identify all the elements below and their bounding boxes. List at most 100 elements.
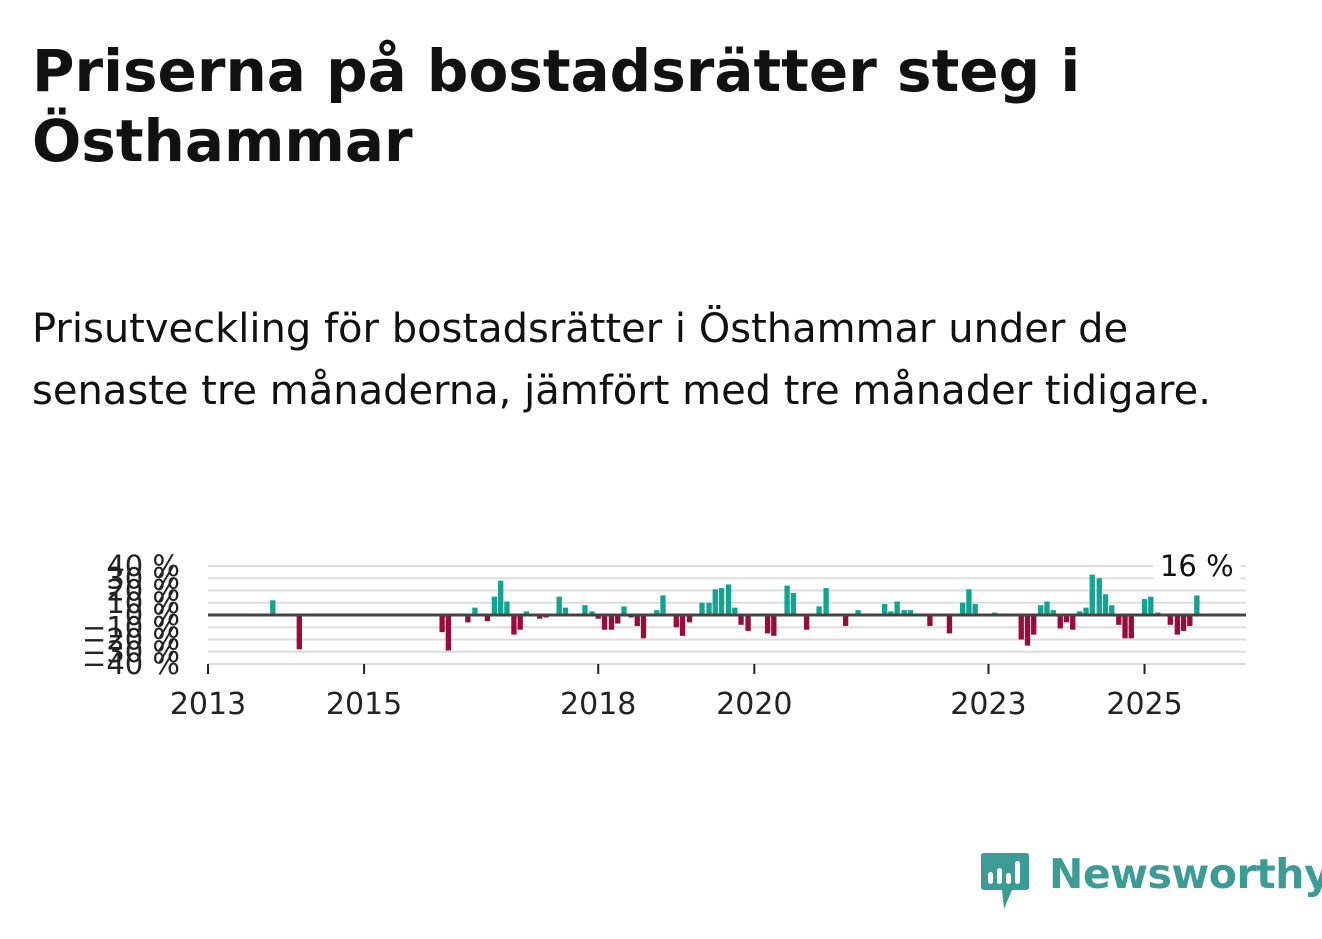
bar (615, 615, 621, 624)
y-tick-label: 30 % (106, 561, 180, 595)
bar (589, 611, 595, 615)
bar (640, 615, 647, 639)
bar (634, 615, 640, 627)
bar (654, 610, 660, 615)
bar (1063, 615, 1070, 623)
bar (1187, 615, 1193, 627)
bar (1096, 578, 1102, 615)
bar (894, 601, 900, 615)
bar (1083, 607, 1089, 615)
bar (823, 588, 829, 615)
bar (881, 603, 888, 615)
bar (686, 615, 693, 623)
bar (1167, 615, 1173, 625)
x-tick-label: 2025 (1106, 687, 1182, 722)
bar (790, 592, 797, 615)
bar (946, 615, 953, 634)
bar (907, 610, 914, 615)
bar (816, 606, 822, 615)
bar (621, 606, 627, 615)
bar (927, 615, 933, 627)
bar (484, 615, 491, 622)
bar (582, 605, 588, 615)
newsworthy-logo-icon (981, 853, 1029, 909)
bar (1148, 596, 1154, 615)
y-tick-label: −40 % (82, 647, 180, 681)
bar (718, 588, 725, 615)
x-tick-label: 2013 (170, 687, 246, 722)
bar (855, 610, 861, 615)
bar (1018, 615, 1024, 640)
bar (445, 615, 452, 651)
last-value-label: 16 % (1160, 549, 1234, 583)
bar (472, 607, 478, 615)
chart-subtitle: Prisutveckling för bostadsrätter i Östha… (32, 306, 1211, 414)
bar (803, 615, 810, 630)
bar (745, 615, 751, 631)
y-tick-label: 40 % (106, 549, 180, 583)
bar (523, 611, 530, 615)
y-tick-label: −10 % (82, 610, 180, 644)
bar (1077, 611, 1083, 615)
bar (1128, 615, 1134, 639)
bar (537, 615, 543, 619)
bar (972, 603, 978, 615)
newsworthy-logo: Newsworthy (981, 851, 1322, 911)
bar (491, 596, 498, 615)
bar (1194, 595, 1200, 615)
bar (1174, 615, 1180, 635)
bar (732, 607, 738, 615)
bar (1070, 615, 1076, 630)
bar (1180, 615, 1187, 631)
bar (712, 589, 718, 615)
y-tick-label: −20 % (82, 623, 180, 657)
bar (504, 601, 510, 615)
bar (1057, 615, 1063, 629)
x-tick-label: 2023 (950, 687, 1026, 722)
bar (660, 595, 666, 615)
bar (673, 615, 679, 628)
y-tick-label: 0 % (125, 598, 180, 632)
bar (1141, 599, 1148, 615)
bar (1109, 605, 1115, 615)
bar (439, 615, 445, 633)
bar (498, 580, 504, 615)
bar (608, 615, 615, 630)
bar (966, 589, 972, 615)
bar (842, 615, 849, 627)
bar (556, 596, 562, 615)
bar (901, 610, 907, 615)
bar (1031, 615, 1037, 635)
brand-name: Newsworthy (1049, 850, 1322, 898)
bar (517, 615, 523, 630)
chart-title: Priserna på bostadsrätter steg i Östhamm… (32, 37, 1081, 175)
bar (595, 615, 601, 619)
bar (960, 602, 966, 615)
x-tick-label: 2020 (716, 687, 792, 722)
bar (296, 615, 302, 650)
y-tick-label: 20 % (106, 574, 180, 608)
x-tick-label: 2018 (560, 687, 636, 722)
bar (1050, 610, 1056, 615)
bar (679, 615, 686, 636)
bar (738, 615, 744, 625)
bar (888, 611, 894, 615)
bar (1024, 615, 1031, 646)
bar (1038, 605, 1044, 615)
bar (1116, 615, 1122, 625)
bar-chart: 40 %30 %20 %10 %0 %−10 %−20 %−30 %−40 % 2… (82, 549, 1246, 722)
bar (706, 602, 712, 615)
bar (511, 615, 517, 635)
bar (601, 615, 608, 630)
bar (465, 615, 471, 623)
y-tick-label: −30 % (82, 635, 180, 669)
bar (270, 600, 276, 615)
x-tick-label: 2015 (326, 687, 402, 722)
bar (764, 615, 771, 634)
bar (699, 602, 705, 615)
bar (725, 584, 732, 615)
bar (562, 607, 569, 615)
bar (1044, 601, 1050, 615)
last-value-label-bg (1152, 549, 1241, 583)
bar (1102, 594, 1109, 615)
